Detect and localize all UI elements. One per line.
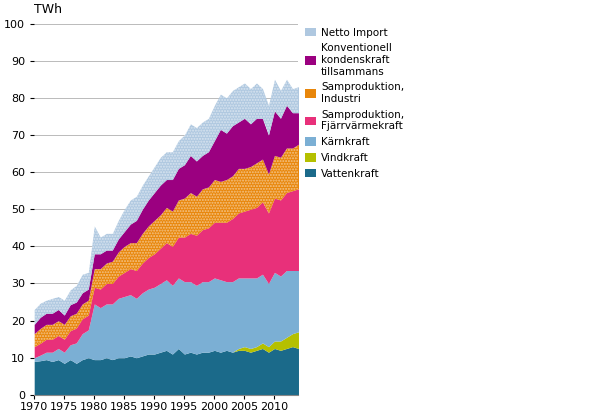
Text: TWh: TWh (34, 3, 62, 16)
Legend: Netto Import, Konventionell
kondenskraft
tillsammans, Samproduktion,
Industri, S: Netto Import, Konventionell kondenskraft… (301, 24, 408, 183)
